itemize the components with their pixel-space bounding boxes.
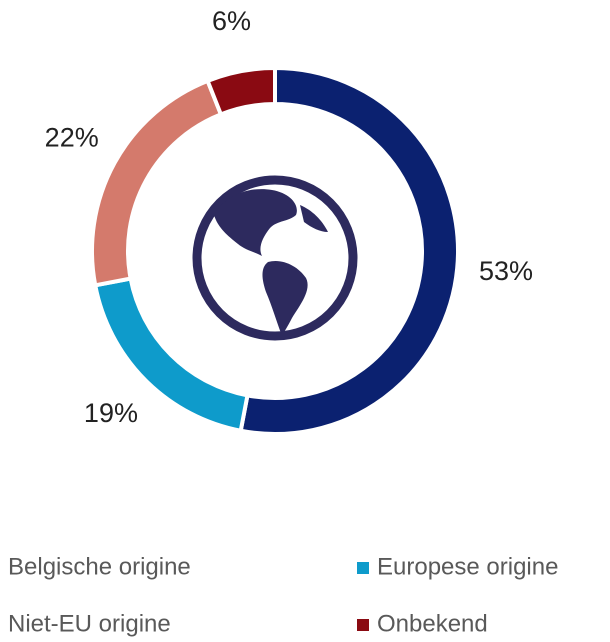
donut-segment <box>205 65 277 117</box>
data-label: 53% <box>479 256 533 286</box>
legend-label: Onbekend <box>377 610 488 637</box>
legend-label: Europese origine <box>377 553 558 580</box>
legend-marker <box>357 562 369 574</box>
data-label: 6% <box>212 6 251 36</box>
globe-icon <box>192 175 358 341</box>
legend-label: Niet-EU origine <box>8 610 171 637</box>
legend-label: Belgische origine <box>8 553 191 580</box>
data-label: 19% <box>84 398 138 428</box>
donut-segment <box>238 65 460 436</box>
data-label: 22% <box>45 122 99 152</box>
legend-marker <box>357 619 369 631</box>
